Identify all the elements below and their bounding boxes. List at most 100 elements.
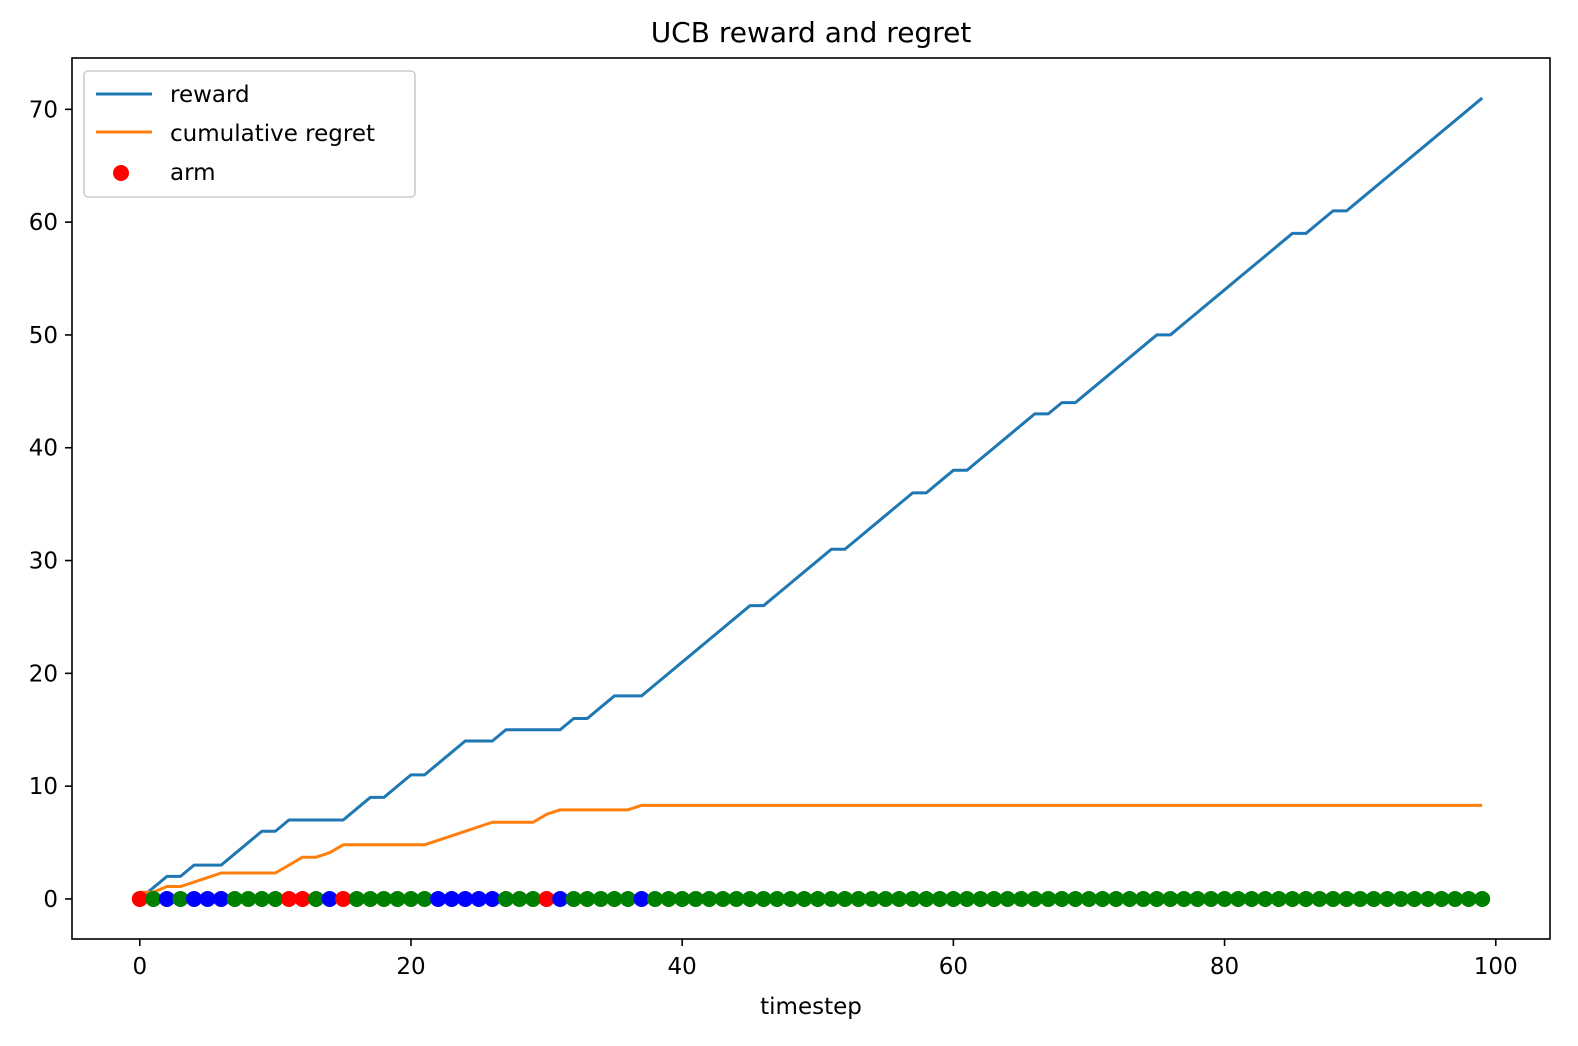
arm-point [1108, 890, 1125, 907]
arm-point [1040, 890, 1057, 907]
arm-point [145, 890, 162, 907]
arm-point [1053, 890, 1070, 907]
legend: reward cumulative regret arm [83, 70, 416, 198]
arm-point [986, 890, 1003, 907]
arm-point [1284, 890, 1301, 907]
arm-point [958, 890, 975, 907]
arm-point [769, 890, 786, 907]
arm-point [267, 890, 284, 907]
y-axis: 0 10 20 30 40 50 60 70 [29, 97, 72, 913]
arm-point [999, 890, 1016, 907]
arm-point [294, 890, 311, 907]
arm-point [1243, 890, 1260, 907]
arm-point [945, 890, 962, 907]
arm-point [416, 890, 433, 907]
arm-point [579, 890, 596, 907]
x-tick-label: 0 [132, 954, 147, 980]
arm-point [457, 890, 474, 907]
y-tick-label: 10 [29, 774, 58, 800]
arm-point [823, 890, 840, 907]
arm-point [1121, 890, 1138, 907]
arm-point [1365, 890, 1382, 907]
arm-point [538, 890, 555, 907]
arm-point [714, 890, 731, 907]
arm-point [1230, 890, 1247, 907]
arm-point [321, 890, 338, 907]
arm-point [836, 890, 853, 907]
arm-point [375, 890, 392, 907]
legend-label-cumulative-regret: cumulative regret [170, 121, 375, 147]
arm-point [470, 890, 487, 907]
y-tick-label: 30 [29, 549, 58, 575]
arm-point [1419, 890, 1436, 907]
arm-point [1392, 890, 1409, 907]
arm-point [511, 890, 528, 907]
arm-point [240, 890, 257, 907]
arm-point [1203, 890, 1220, 907]
arm-point [199, 890, 216, 907]
arm-point [525, 890, 542, 907]
arm-point [633, 890, 650, 907]
arm-point [864, 890, 881, 907]
legend-box [83, 70, 416, 198]
x-tick-label: 20 [396, 954, 425, 980]
arm-point [660, 890, 677, 907]
arm-point [484, 890, 501, 907]
arm-point [1189, 890, 1206, 907]
arm-point [131, 890, 148, 907]
arm-point [308, 890, 325, 907]
arm-point [918, 890, 935, 907]
arm-point [1352, 890, 1369, 907]
arm-point [1135, 890, 1152, 907]
legend-label-arm: arm [170, 160, 216, 186]
arm-point [701, 890, 718, 907]
arm-point [1175, 890, 1192, 907]
arm-point [443, 890, 460, 907]
arm-point [904, 890, 921, 907]
scatter-layer [131, 890, 1491, 907]
x-tick-label: 60 [939, 954, 968, 980]
arm-point [809, 890, 826, 907]
arm-point [782, 890, 799, 907]
arm-point [348, 890, 365, 907]
arm-point [619, 890, 636, 907]
arm-point [606, 890, 623, 907]
arm-point [1257, 890, 1274, 907]
arm-point [497, 890, 514, 907]
x-axis: 0 20 40 60 80 100 [132, 939, 1518, 980]
arm-point [362, 890, 379, 907]
series-line-cumulative-regret [139, 803, 1483, 894]
arm-point [552, 890, 569, 907]
x-tick-label: 80 [1210, 954, 1239, 980]
x-axis-label: timestep [760, 994, 862, 1020]
chart-title: UCB reward and regret [651, 16, 972, 49]
arm-point [891, 890, 908, 907]
arm-point [1094, 890, 1111, 907]
arm-point [158, 890, 175, 907]
arm-point [430, 890, 447, 907]
arm-point [1026, 890, 1043, 907]
arm-point [402, 890, 419, 907]
arm-point [1067, 890, 1084, 907]
arm-point [728, 890, 745, 907]
arm-point [741, 890, 758, 907]
arm-point [565, 890, 582, 907]
series-layer [138, 96, 1484, 901]
arm-point [389, 890, 406, 907]
y-tick-label: 60 [29, 210, 58, 236]
arm-point [1433, 890, 1450, 907]
arm-point [1270, 890, 1287, 907]
arm-point [877, 890, 894, 907]
arm-point [213, 890, 230, 907]
y-tick-label: 0 [43, 887, 58, 913]
arm-point [1447, 890, 1464, 907]
arm-point [1297, 890, 1314, 907]
y-tick-label: 20 [29, 661, 58, 687]
arm-point [1080, 890, 1097, 907]
x-tick-label: 40 [668, 954, 697, 980]
x-tick-label: 100 [1474, 954, 1518, 980]
arm-point [972, 890, 989, 907]
arm-point [592, 890, 609, 907]
arm-point [1148, 890, 1165, 907]
